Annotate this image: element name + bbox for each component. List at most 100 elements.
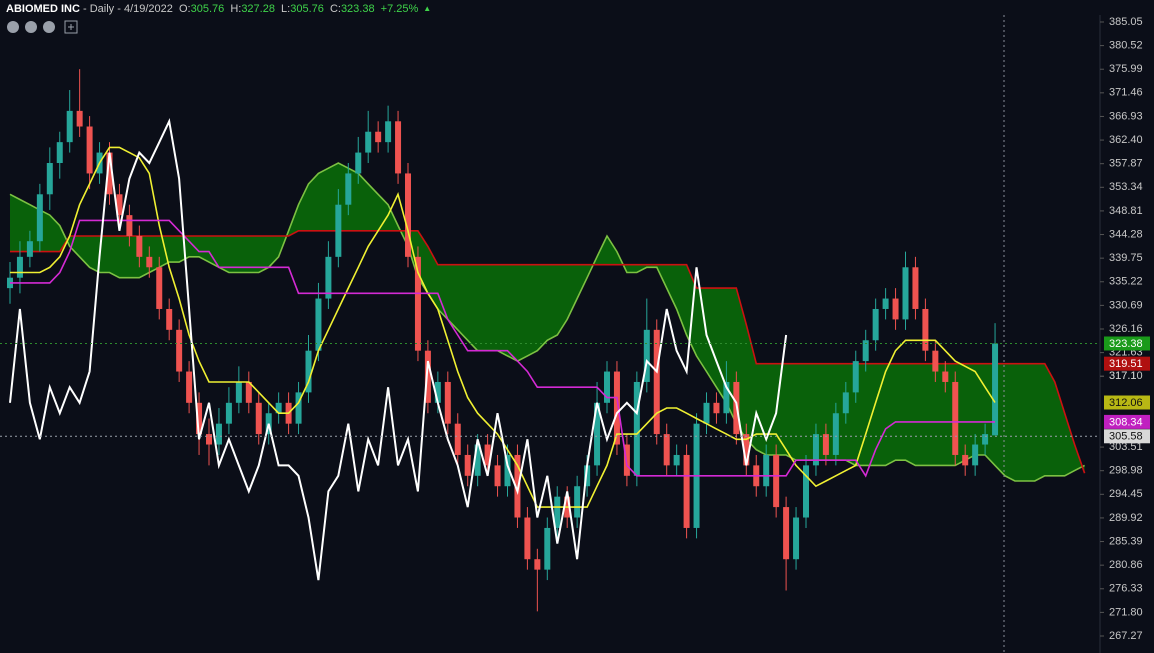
y-tick-label: 285.39 bbox=[1109, 535, 1143, 547]
candle-body bbox=[773, 454, 780, 508]
candle-body bbox=[683, 454, 690, 528]
y-tick-label: 271.80 bbox=[1109, 606, 1143, 618]
y-tick-label: 330.69 bbox=[1109, 299, 1143, 311]
indicator-line bbox=[10, 219, 995, 478]
price-badge-label: 319.51 bbox=[1109, 358, 1143, 370]
candle-body bbox=[932, 350, 939, 372]
y-tick-label: 375.99 bbox=[1109, 63, 1143, 75]
tool-button[interactable] bbox=[7, 21, 19, 33]
candle-body bbox=[902, 267, 909, 320]
candle-body bbox=[972, 444, 979, 466]
add-button[interactable] bbox=[64, 20, 78, 34]
candle-body bbox=[982, 434, 989, 445]
date: 4/19/2022 bbox=[124, 3, 173, 15]
candle-body bbox=[554, 496, 561, 528]
price-badge-label: 305.58 bbox=[1109, 431, 1143, 443]
candle-body bbox=[604, 371, 610, 403]
symbol: ABIOMED INC bbox=[6, 3, 80, 15]
candle-body bbox=[703, 402, 710, 424]
candle-body bbox=[673, 454, 680, 466]
candle-body bbox=[534, 559, 541, 570]
indicator-line bbox=[9, 118, 788, 581]
candle-body bbox=[395, 121, 402, 174]
y-tick-label: 348.81 bbox=[1109, 205, 1143, 217]
candle-body bbox=[584, 465, 591, 487]
candle-body bbox=[186, 371, 193, 403]
candle-body bbox=[315, 298, 322, 351]
candle-body bbox=[146, 256, 153, 268]
candle-body bbox=[275, 402, 282, 414]
candle-body bbox=[962, 454, 969, 466]
candle-body bbox=[345, 173, 352, 205]
price-badge-label: 308.34 bbox=[1109, 416, 1143, 428]
candle-body bbox=[424, 350, 431, 403]
candle-body bbox=[544, 527, 551, 570]
candle-body bbox=[922, 308, 929, 351]
candle-body bbox=[803, 465, 809, 518]
candle-body bbox=[106, 152, 113, 195]
candle-body bbox=[36, 194, 43, 242]
candle-body bbox=[255, 402, 262, 435]
candle-body bbox=[474, 444, 481, 476]
y-tick-label: 357.87 bbox=[1109, 158, 1143, 170]
y-tick-label: 362.40 bbox=[1109, 134, 1143, 146]
candle-body bbox=[952, 381, 959, 455]
y-tick-label: 267.27 bbox=[1109, 630, 1143, 642]
up-arrow: ▲ bbox=[423, 4, 431, 13]
ohlc-value: 305.76 bbox=[290, 3, 324, 15]
y-tick-label: 280.86 bbox=[1109, 559, 1143, 571]
y-tick-label: 317.10 bbox=[1109, 370, 1143, 382]
candle-body bbox=[464, 454, 471, 476]
y-tick-label: 335.22 bbox=[1109, 276, 1143, 288]
y-tick-label: 303.51 bbox=[1109, 441, 1143, 453]
ohlc-label: L: bbox=[281, 3, 290, 15]
candle-body bbox=[225, 402, 232, 424]
y-tick-label: 289.92 bbox=[1109, 512, 1143, 524]
price-badge-label: 323.38 bbox=[1109, 338, 1143, 350]
candle-body bbox=[126, 215, 133, 236]
candle-body bbox=[494, 465, 501, 487]
y-tick-label: 366.93 bbox=[1109, 110, 1143, 122]
tool-button[interactable] bbox=[43, 21, 55, 33]
price-badge bbox=[1104, 395, 1150, 410]
candle-body bbox=[365, 131, 372, 153]
candle-body bbox=[215, 423, 222, 445]
candle-body bbox=[484, 444, 491, 466]
header: ABIOMED INC - Daily - 4/19/2022 O:305.76… bbox=[6, 3, 431, 15]
candle-body bbox=[882, 298, 889, 309]
price-badge-label: 312.06 bbox=[1109, 397, 1143, 409]
candle-body bbox=[66, 110, 73, 143]
candle-body bbox=[405, 173, 411, 257]
candle-body bbox=[892, 298, 899, 320]
candle-body bbox=[56, 142, 63, 164]
candle-body bbox=[76, 110, 83, 127]
candle-body bbox=[414, 256, 421, 351]
candle-body bbox=[524, 517, 531, 560]
candle-body bbox=[763, 454, 770, 487]
change: +7.25% bbox=[381, 3, 419, 15]
candle-body bbox=[842, 392, 849, 414]
candle-body bbox=[852, 361, 859, 393]
candle-body bbox=[594, 402, 601, 466]
candle-body bbox=[385, 121, 392, 143]
candle-body bbox=[26, 241, 33, 257]
price-badge bbox=[1104, 356, 1150, 371]
price-badge bbox=[1104, 414, 1150, 429]
price-badge bbox=[1104, 336, 1150, 351]
candle-body bbox=[176, 329, 183, 372]
indicator-line bbox=[9, 162, 1085, 482]
candle-body bbox=[613, 371, 620, 445]
plot-area bbox=[0, 69, 1100, 612]
candle-body bbox=[116, 194, 123, 216]
y-tick-label: 298.98 bbox=[1109, 465, 1143, 477]
tool-button[interactable] bbox=[25, 21, 37, 33]
ohlc-value: 327.28 bbox=[241, 3, 275, 15]
y-tick-label: 353.34 bbox=[1109, 181, 1143, 193]
candle-body bbox=[514, 454, 521, 518]
candle-body bbox=[713, 402, 720, 414]
candle-body bbox=[723, 381, 730, 414]
candle-body bbox=[375, 131, 382, 143]
ohlc-value: 305.76 bbox=[191, 3, 225, 15]
candle-body bbox=[16, 256, 23, 278]
